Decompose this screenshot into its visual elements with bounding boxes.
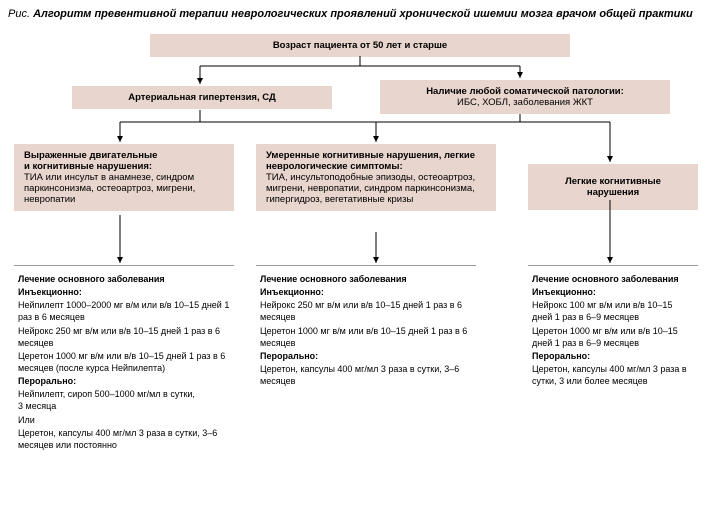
node-moderate: Умеренные когнитивные нарушения, легкие … (256, 144, 496, 211)
t2-inj-hdr: Инъекционно: (260, 286, 472, 298)
node-somatic-hdr: Наличие любой соматической патологии: (426, 86, 624, 97)
node-moderate-sub: ТИА, инсультоподобные эпизоды, остеоартр… (266, 172, 475, 205)
node-somatic: Наличие любой соматической патологии: ИБ… (380, 80, 670, 114)
t1-or: Или (18, 414, 230, 426)
t1-line-4: Нейпилепт, сироп 500–1000 мг/мл в сутки,… (18, 388, 230, 412)
node-age-text: Возраст пациента от 50 лет и старше (273, 40, 447, 51)
t1-oral-hdr: Перорально: (18, 375, 230, 387)
figure-title: Рис. Алгоритм превентивной терапии невро… (8, 8, 712, 20)
t1-line-2: Нейрокс 250 мг в/м или в/в 10–15 дней 1 … (18, 325, 230, 349)
node-severe-hdr: Выраженные двигательные и когнитивные на… (24, 150, 157, 172)
t1-hdr: Лечение основного заболевания (18, 273, 230, 285)
treatment-mild: Лечение основного заболевания Инъекционн… (528, 265, 698, 394)
node-severe-sub: ТИА или инсульт в анамнезе, синдром парк… (24, 172, 195, 205)
node-age: Возраст пациента от 50 лет и старше (150, 34, 570, 57)
t2-line-3: Церетон, капсулы 400 мг/мл 3 раза в сутк… (260, 363, 472, 387)
t2-hdr: Лечение основного заболевания (260, 273, 472, 285)
t1-line-5: Церетон, капсулы 400 мг/мл 3 раза в сутк… (18, 427, 230, 451)
t3-inj-hdr: Инъекционно: (532, 286, 694, 298)
t1-line-1: Нейпилепт 1000–2000 мг в/м или в/в 10–15… (18, 299, 230, 323)
node-somatic-sub: ИБС, ХОБЛ, заболевания ЖКТ (457, 97, 593, 108)
treatment-moderate: Лечение основного заболевания Инъекционн… (256, 265, 476, 394)
t3-hdr: Лечение основного заболевания (532, 273, 694, 285)
t3-line-1: Нейрокс 100 мг в/м или в/в 10–15 дней 1 … (532, 299, 694, 323)
t2-line-1: Нейрокс 250 мг в/м или в/в 10–15 дней 1 … (260, 299, 472, 323)
title-prefix: Рис. (8, 8, 30, 20)
node-mild-text: Легкие когнитивные нарушения (565, 176, 661, 198)
node-mild: Легкие когнитивные нарушения (528, 164, 698, 210)
t2-oral-hdr: Перорально: (260, 350, 472, 362)
node-severe: Выраженные двигательные и когнитивные на… (14, 144, 234, 211)
t3-line-3: Церетон, капсулы 400 мг/мл 3 раза в сутк… (532, 363, 694, 387)
node-hypertension-text: Артериальная гипертензия, СД (128, 92, 276, 103)
t3-line-2: Церетон 1000 мг в/м или в/в 10–15 дней 1… (532, 325, 694, 349)
treatment-severe: Лечение основного заболевания Инъекционн… (14, 265, 234, 458)
t1-line-3: Церетон 1000 мг в/м или в/в 10–15 дней 1… (18, 350, 230, 374)
t3-oral-hdr: Перорально: (532, 350, 694, 362)
node-hypertension: Артериальная гипертензия, СД (72, 86, 332, 109)
t1-inj-hdr: Инъекционно: (18, 286, 230, 298)
t2-line-2: Церетон 1000 мг в/м или в/в 10–15 дней 1… (260, 325, 472, 349)
title-text: Алгоритм превентивной терапии неврологич… (33, 8, 693, 20)
node-moderate-hdr: Умеренные когнитивные нарушения, легкие … (266, 150, 475, 172)
